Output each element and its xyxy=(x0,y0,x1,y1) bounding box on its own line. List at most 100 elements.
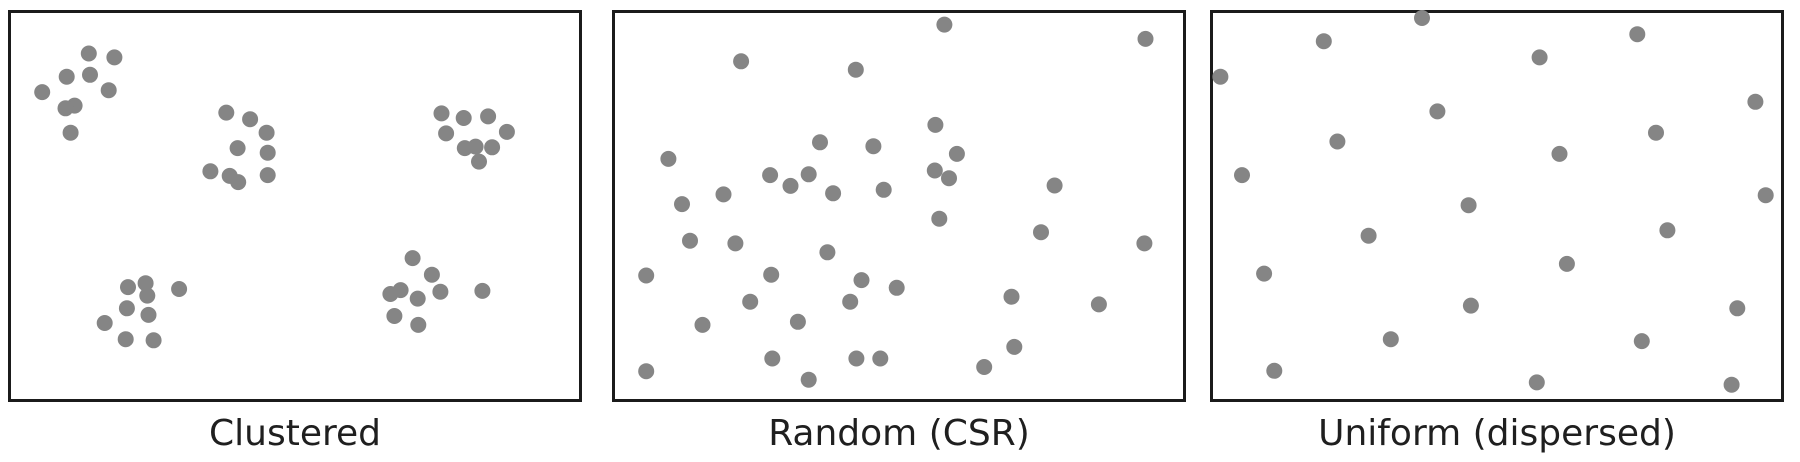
point xyxy=(432,283,449,300)
point xyxy=(1528,374,1545,391)
point xyxy=(259,167,276,184)
point xyxy=(926,162,943,179)
point xyxy=(1429,103,1446,120)
point xyxy=(229,140,246,157)
point xyxy=(467,138,484,155)
clustered-point-plot xyxy=(34,45,515,349)
point xyxy=(638,363,655,380)
random-point-plot xyxy=(638,16,1154,388)
point xyxy=(1256,265,1273,282)
point xyxy=(96,315,113,331)
point xyxy=(57,100,74,117)
point xyxy=(764,350,781,367)
point xyxy=(847,61,864,78)
point xyxy=(423,266,440,283)
point xyxy=(1137,30,1154,47)
point xyxy=(410,316,427,333)
point xyxy=(171,281,188,297)
point xyxy=(782,177,799,194)
point xyxy=(218,104,235,121)
point xyxy=(694,316,711,333)
point xyxy=(853,272,870,289)
point xyxy=(848,350,865,367)
point xyxy=(409,290,426,307)
point xyxy=(819,244,836,261)
point xyxy=(118,300,135,317)
point xyxy=(1266,362,1283,379)
point xyxy=(1234,167,1250,184)
point xyxy=(242,111,259,128)
point xyxy=(1315,33,1332,50)
caption-uniform-dispersed: Uniform (dispersed) xyxy=(1318,413,1676,454)
point xyxy=(1212,68,1229,85)
point xyxy=(936,16,953,33)
point xyxy=(1747,93,1764,110)
point xyxy=(715,186,732,203)
point xyxy=(800,166,817,183)
point xyxy=(733,53,750,70)
point xyxy=(1006,338,1023,355)
point xyxy=(80,45,97,62)
point xyxy=(1360,227,1377,244)
point xyxy=(976,359,993,375)
point xyxy=(800,371,817,388)
point xyxy=(139,287,156,304)
point xyxy=(480,108,497,125)
panel-clustered xyxy=(8,10,582,402)
point xyxy=(404,250,421,267)
point xyxy=(1329,133,1346,150)
point xyxy=(1046,177,1063,194)
point xyxy=(1090,296,1107,313)
point xyxy=(762,167,779,184)
point xyxy=(498,123,515,140)
uniform-point-plot xyxy=(1212,10,1774,393)
point xyxy=(865,138,882,155)
point xyxy=(1757,187,1774,204)
point xyxy=(1382,331,1399,348)
point xyxy=(258,124,275,141)
point xyxy=(1003,288,1020,305)
point xyxy=(789,313,806,330)
point xyxy=(259,144,276,161)
point xyxy=(137,275,154,292)
point xyxy=(727,235,744,252)
point xyxy=(872,350,889,367)
point xyxy=(931,210,948,227)
point xyxy=(1531,49,1548,66)
point xyxy=(1460,197,1477,214)
point xyxy=(660,150,677,167)
point xyxy=(682,232,698,249)
point xyxy=(140,306,157,323)
point xyxy=(386,308,403,324)
point xyxy=(1633,333,1650,350)
point xyxy=(106,49,123,66)
point xyxy=(1414,10,1430,26)
point xyxy=(1659,222,1676,239)
caption-clustered: Clustered xyxy=(209,413,381,454)
point xyxy=(230,174,247,191)
point xyxy=(1648,124,1664,141)
point xyxy=(58,68,75,85)
point xyxy=(34,84,51,101)
point xyxy=(927,116,944,133)
point xyxy=(145,332,162,349)
point xyxy=(842,293,859,310)
point xyxy=(120,279,136,296)
point xyxy=(825,185,842,202)
point xyxy=(382,286,399,302)
point xyxy=(1136,235,1153,252)
point xyxy=(1551,145,1568,162)
point xyxy=(117,331,134,348)
point xyxy=(763,266,780,283)
point xyxy=(875,181,892,198)
point xyxy=(62,124,79,141)
point xyxy=(474,282,491,299)
point xyxy=(812,134,828,151)
point xyxy=(455,110,472,126)
panel-random-csr xyxy=(612,10,1186,402)
point xyxy=(888,279,905,296)
panel-uniform-dispersed xyxy=(1210,10,1784,402)
caption-random-csr: Random (CSR) xyxy=(768,413,1030,454)
point xyxy=(438,125,455,142)
point xyxy=(941,170,957,187)
